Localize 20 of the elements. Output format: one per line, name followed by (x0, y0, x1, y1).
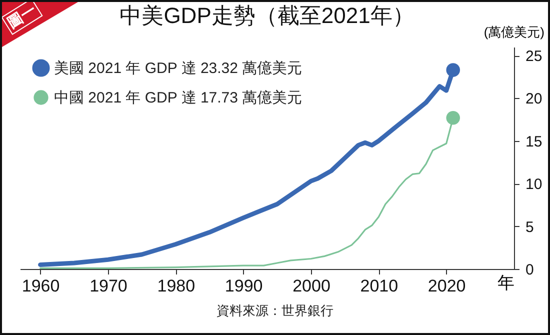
y-tick-label: 25 (526, 48, 542, 66)
chart-title: 中美GDP走勢（截至2021年） (120, 3, 414, 28)
y-tick-label: 20 (526, 90, 542, 108)
x-tick-label: 1960 (22, 276, 60, 296)
text: 圖一 (1, 0, 43, 35)
y-tick-label: 15 (526, 133, 542, 150)
legend-label: 中國 2021 年 GDP 達 17.73 萬億美元 (54, 90, 302, 106)
x-tick-label: 2000 (292, 276, 330, 296)
y-tick-label: 5 (526, 218, 534, 236)
x-tick-label: 2010 (360, 276, 398, 296)
x-tick-label: 1990 (224, 276, 263, 296)
x-tick-label: 1980 (157, 276, 196, 296)
y-tick-label: 0 (526, 262, 534, 278)
x-tick-label: 2020 (428, 276, 466, 296)
x-axis-title: 年 (498, 274, 514, 292)
y-axis-title: (萬億美元) (484, 24, 544, 40)
x-tick-label: 1970 (90, 276, 128, 296)
legend-label: 美國 2021 年 GDP 達 23.32 萬億美元 (54, 60, 302, 77)
y-tick-label: 10 (526, 176, 542, 194)
source-note: 資料來源：世界銀行 (216, 302, 334, 320)
